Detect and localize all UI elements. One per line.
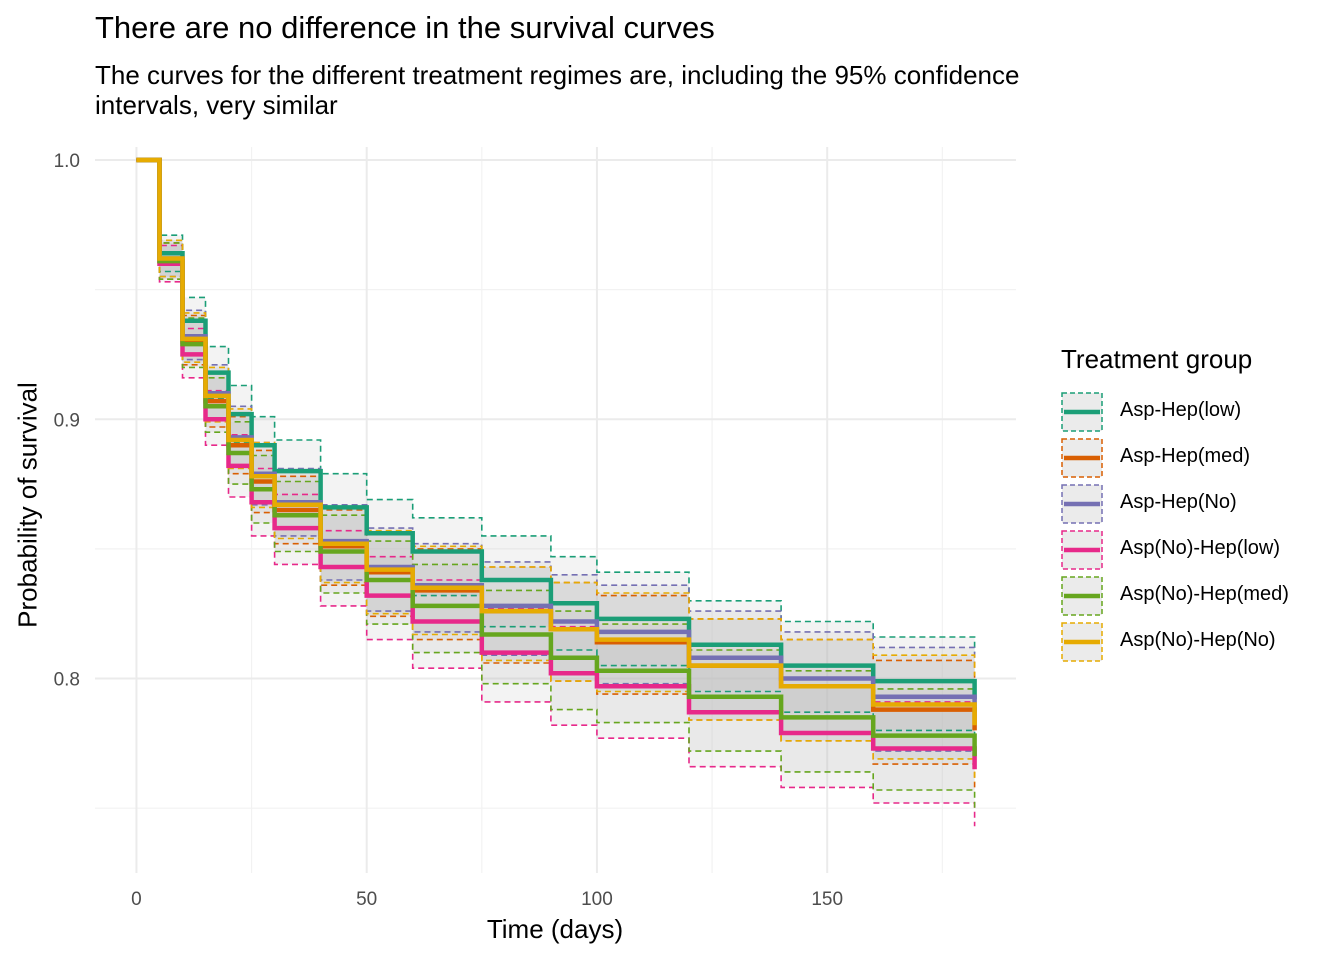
chart-subtitle: The curves for the different treatment r… [95, 60, 1020, 120]
lower-ci-line-3 [136, 159, 976, 827]
legend-label: Asp(No)-Hep(med) [1120, 583, 1289, 605]
y-tick-label: 0.9 [54, 410, 80, 431]
legend-label: Asp-Hep(No) [1120, 491, 1237, 513]
confidence-bands [136, 160, 975, 827]
confidence-lines [136, 159, 976, 827]
x-axis-label: Time (days) [486, 914, 624, 944]
legend-key [1061, 530, 1103, 570]
legend: Treatment group Asp-Hep(low) Asp-Hep(med)… [1061, 344, 1289, 665]
survival-curve-5 [136, 157, 977, 726]
legend-item: Asp(No)-Hep(No) [1061, 619, 1276, 665]
legend-key [1061, 392, 1103, 432]
tick-labels: 0 50 100 150 0.8 0.9 1.0 [54, 151, 843, 910]
legend-item: Asp(No)-Hep(med) [1061, 573, 1289, 619]
confidence-band-0 [136, 160, 975, 752]
x-tick-label: 0 [131, 889, 142, 910]
survival-curves [136, 157, 977, 770]
legend-title: Treatment group [1061, 344, 1253, 374]
legend-label: Asp(No)-Hep(low) [1120, 537, 1281, 559]
confidence-band-2 [136, 160, 975, 770]
y-tick-label: 1.0 [54, 151, 80, 172]
legend-label: Asp(No)-Hep(No) [1120, 629, 1276, 651]
legend-key [1061, 622, 1103, 662]
legend-label: Asp-Hep(med) [1120, 445, 1251, 467]
x-tick-label: 150 [811, 889, 843, 910]
legend-key [1061, 438, 1103, 478]
legend-item: Asp-Hep(med) [1061, 435, 1252, 481]
legend-item: Asp-Hep(low) [1061, 389, 1252, 435]
chart-title: There are no difference in the survival … [95, 10, 715, 45]
y-tick-label: 0.8 [54, 670, 80, 691]
legend-key [1061, 576, 1103, 616]
y-axis-label: Probability of survival [12, 382, 43, 628]
confidence-band-1 [136, 160, 975, 788]
legend-item: Asp(No)-Hep(low) [1061, 527, 1280, 573]
legend-key [1061, 484, 1103, 524]
x-tick-label: 50 [356, 889, 377, 910]
x-tick-label: 100 [581, 889, 613, 910]
legend-label: Asp-Hep(low) [1120, 399, 1242, 421]
legend-item: Asp-Hep(No) [1061, 481, 1252, 527]
upper-ci-line-2 [136, 159, 976, 663]
legend-items: Asp-Hep(low) Asp-Hep(med) Asp-Hep(No) Asp(N… [1061, 389, 1289, 665]
lower-ci-line-4 [136, 159, 976, 811]
confidence-band-5 [136, 160, 975, 783]
